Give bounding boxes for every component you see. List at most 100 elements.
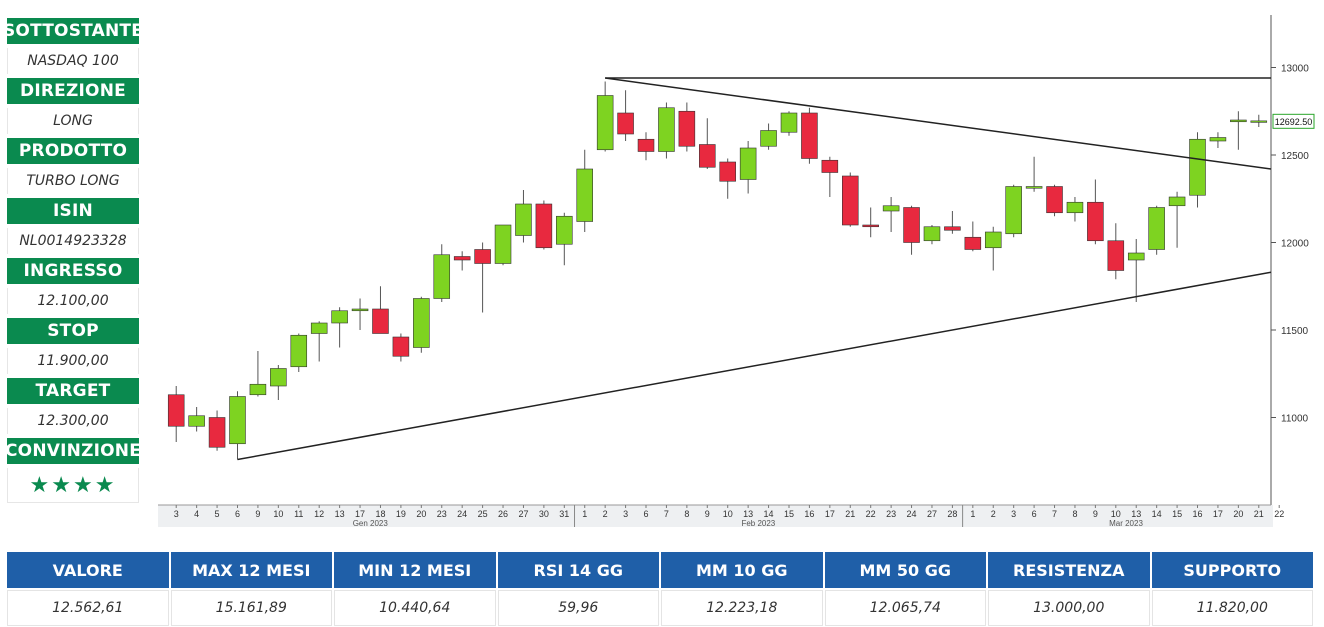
x-tick-label: 21	[845, 509, 855, 519]
candle-body	[780, 112, 798, 133]
candle-body	[351, 308, 369, 312]
x-tick-label: 27	[518, 509, 528, 519]
stats-table: VALORE MAX 12 MESI MIN 12 MESI RSI 14 GG MM …	[7, 552, 1313, 626]
panel-value-direzione: LONG	[7, 108, 139, 134]
x-tick-label: 18	[375, 509, 385, 519]
candle-body	[1230, 119, 1247, 123]
candle-body	[719, 161, 736, 182]
x-tick-label: 3	[1011, 509, 1016, 519]
x-tick-label: 23	[437, 509, 447, 519]
month-label: Gen 2023	[353, 519, 389, 528]
x-tick-label: 16	[804, 509, 814, 519]
stats-value-cell: 11.820,00	[1151, 590, 1313, 626]
panel-label-target: TARGET	[7, 378, 139, 404]
stats-value-cell: 12.223,18	[661, 590, 823, 626]
x-tick-label: 20	[416, 509, 426, 519]
candle-body	[1107, 240, 1125, 271]
candle-body	[433, 254, 451, 299]
panel-label-direzione: DIREZIONE	[7, 78, 139, 104]
stats-value-row: 12.562,61 15.161,89 10.440,64 59,96 12.223,1…	[7, 588, 1313, 626]
candle-body	[964, 236, 982, 250]
x-tick-label: 7	[664, 509, 669, 519]
x-tick-label: 8	[684, 509, 689, 519]
candle-body	[596, 95, 614, 151]
x-tick-label: 1	[582, 509, 587, 519]
x-tick-label: 2	[991, 509, 996, 519]
candle-body	[1087, 201, 1104, 242]
y-tick-label: 12000	[1281, 239, 1309, 250]
x-tick-label: 28	[947, 509, 957, 519]
candle-body	[903, 207, 920, 243]
panel-value-isin: NL0014923328	[7, 228, 139, 254]
candle-body	[617, 112, 634, 135]
stats-value-cell: 12.065,74	[824, 590, 986, 626]
x-tick-label: 10	[723, 509, 733, 519]
stats-header-cell: MM 10 GG	[661, 552, 823, 588]
candle-body	[576, 168, 593, 222]
stats-header-cell: RESISTENZA	[988, 552, 1150, 588]
last-price-box	[1272, 113, 1315, 129]
x-tick-label: 30	[539, 509, 549, 519]
panel-value-target: 12.300,00	[7, 408, 139, 434]
candle-body	[208, 417, 226, 448]
y-tick-label: 12500	[1281, 151, 1309, 162]
candle-body	[556, 215, 573, 245]
stats-header-cell: RSI 14 GG	[497, 552, 659, 588]
stats-header-row: VALORE MAX 12 MESI MIN 12 MESI RSI 14 GG MM …	[7, 552, 1313, 588]
candle-body	[372, 308, 389, 334]
x-axis-band	[158, 505, 1273, 527]
candle-body	[678, 110, 696, 147]
candle-body	[453, 256, 471, 261]
conviction-stars-icon: ★★★★	[7, 468, 139, 503]
candle-body	[1209, 137, 1227, 142]
x-tick-label: 27	[927, 509, 937, 519]
x-tick-label: 15	[784, 509, 794, 519]
x-tick-label: 17	[1213, 509, 1223, 519]
stats-value-cell: 15.161,89	[170, 590, 332, 626]
candle-body	[1005, 186, 1022, 235]
x-tick-label: 24	[907, 509, 917, 519]
x-tick-label: 21	[1254, 509, 1264, 519]
x-tick-label: 16	[1193, 509, 1203, 519]
candle-body	[882, 205, 900, 212]
stats-header-cell: SUPPORTO	[1151, 552, 1313, 588]
x-tick-label: 1	[970, 509, 975, 519]
candle-body	[270, 368, 287, 387]
panel-label-ingresso: INGRESSO	[7, 258, 139, 284]
x-tick-label: 26	[498, 509, 508, 519]
panel-value-sottostante: NASDAQ 100	[7, 48, 139, 74]
candle-body	[699, 144, 716, 168]
x-tick-label: 13	[335, 509, 345, 519]
panel-value-ingresso: 12.100,00	[7, 288, 139, 314]
candle-body	[1250, 120, 1268, 123]
instrument-panel: SOTTOSTANTE NASDAQ 100 DIREZIONE LONG PRODOT…	[3, 18, 143, 503]
panel-label-convinzione: CONVINZIONE	[5, 438, 141, 464]
x-tick-label: 2	[603, 509, 608, 519]
x-tick-label: 11	[294, 509, 303, 519]
x-tick-label: 23	[886, 509, 896, 519]
panel-label-sottostante: SOTTOSTANTE	[3, 18, 143, 44]
panel-value-prodotto: TURBO LONG	[7, 168, 139, 194]
x-tick-label: 24	[457, 509, 467, 519]
candle-body	[331, 310, 348, 324]
x-tick-label: 8	[1072, 509, 1077, 519]
panel-value-stop: 11.900,00	[7, 348, 139, 374]
last-price-label: 12692.50	[1275, 117, 1313, 127]
stats-value-cell: 59,96	[497, 590, 659, 626]
x-tick-label: 5	[215, 509, 220, 519]
x-tick-label: 17	[825, 509, 835, 519]
candle-body	[515, 203, 532, 236]
x-tick-label: 13	[1131, 509, 1141, 519]
candle-body	[862, 224, 879, 228]
panel-label-isin: ISIN	[7, 198, 139, 224]
month-label: Feb 2023	[741, 519, 775, 528]
candle-body	[637, 138, 655, 152]
y-tick-label: 11500	[1281, 326, 1309, 337]
x-tick-label: 14	[764, 509, 774, 519]
stats-value-cell: 12.562,61	[7, 590, 169, 626]
panel-label-stop: STOP	[7, 318, 139, 344]
candle-body	[944, 226, 961, 231]
x-tick-label: 9	[705, 509, 710, 519]
lower-trendline	[237, 271, 1272, 461]
